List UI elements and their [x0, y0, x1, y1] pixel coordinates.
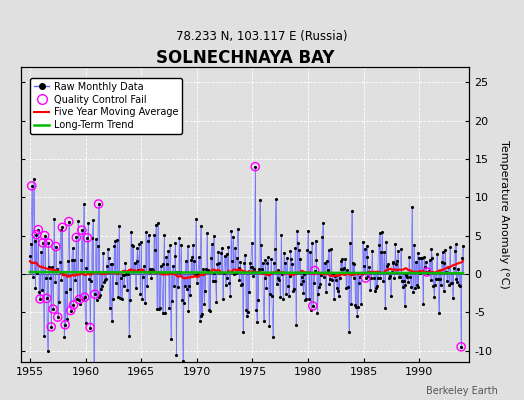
Point — [310, 267, 319, 274]
Point — [67, 307, 75, 314]
Point — [52, 243, 60, 250]
Point — [91, 291, 99, 298]
Y-axis label: Temperature Anomaly (°C): Temperature Anomaly (°C) — [499, 140, 509, 289]
Point — [34, 226, 42, 233]
Point — [39, 240, 47, 246]
Point — [40, 232, 49, 239]
Point — [49, 306, 57, 312]
Point — [64, 218, 73, 225]
Text: Berkeley Earth: Berkeley Earth — [426, 386, 498, 396]
Point — [36, 296, 45, 302]
Point — [28, 183, 36, 189]
Point — [69, 302, 78, 308]
Point — [94, 201, 103, 207]
Title: SOLNECHNAYA BAY: SOLNECHNAYA BAY — [156, 49, 334, 67]
Point — [61, 322, 69, 328]
Point — [457, 344, 465, 350]
Point — [47, 324, 56, 330]
Point — [44, 240, 52, 246]
Point — [32, 232, 40, 238]
Point — [42, 295, 51, 302]
Point — [80, 294, 89, 300]
Point — [251, 164, 259, 170]
Point — [53, 314, 62, 320]
Point — [72, 234, 81, 241]
Text: 78.233 N, 103.117 E (Russia): 78.233 N, 103.117 E (Russia) — [176, 30, 348, 43]
Point — [58, 224, 67, 230]
Point — [75, 296, 83, 303]
Point — [83, 234, 92, 241]
Point — [423, 269, 431, 275]
Point — [309, 303, 317, 309]
Legend: Raw Monthly Data, Quality Control Fail, Five Year Moving Average, Long-Term Tren: Raw Monthly Data, Quality Control Fail, … — [30, 78, 182, 134]
Point — [86, 324, 94, 331]
Point — [78, 227, 86, 233]
Point — [362, 275, 370, 281]
